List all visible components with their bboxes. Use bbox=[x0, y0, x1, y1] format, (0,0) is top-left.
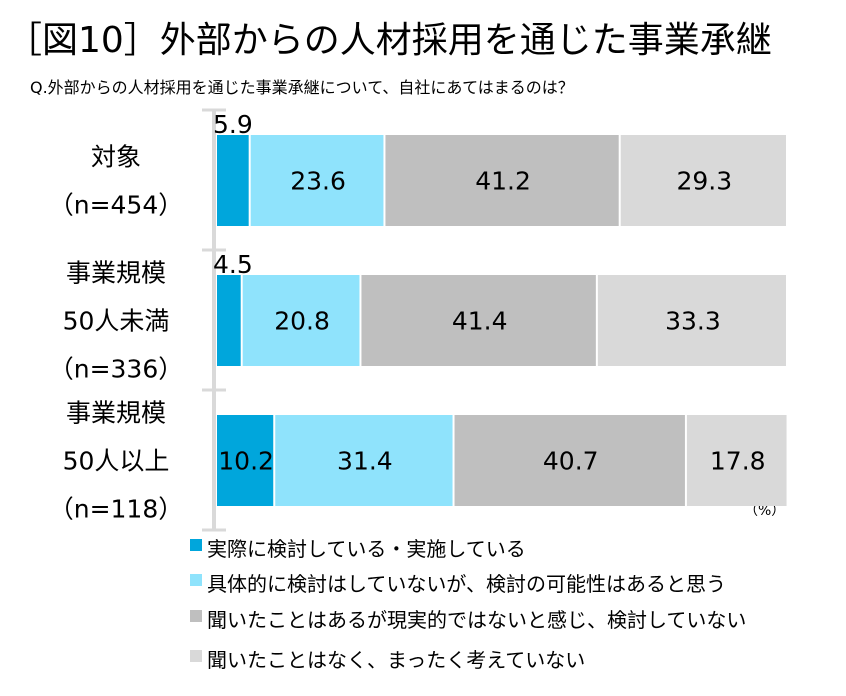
legend-label: 実際に検討している・実施している bbox=[207, 537, 526, 561]
data-label: 29.3 bbox=[677, 167, 733, 196]
bar-segment bbox=[275, 415, 453, 506]
data-label: 23.6 bbox=[290, 167, 346, 196]
data-label: 20.8 bbox=[274, 307, 330, 336]
legend-label: 具体的に検討はしていないが、検討の可能性はあると思う bbox=[207, 572, 726, 596]
data-label: 4.5 bbox=[213, 250, 253, 279]
bar-segment bbox=[217, 415, 274, 506]
bar-segment bbox=[361, 275, 596, 366]
bar-segment bbox=[454, 415, 685, 506]
bar-segment bbox=[385, 135, 619, 226]
category-label: 事業規模 bbox=[66, 399, 166, 428]
data-label: 17.8 bbox=[710, 447, 766, 476]
data-label: 33.3 bbox=[665, 307, 721, 336]
category-label: 50人未満 bbox=[63, 307, 170, 336]
unit-label: （%） bbox=[744, 503, 785, 519]
category-label: 50人以上 bbox=[63, 447, 170, 476]
bar-segment bbox=[250, 135, 384, 226]
legend-swatch bbox=[190, 650, 202, 662]
category-label: 対象 bbox=[91, 143, 141, 172]
data-label: 41.2 bbox=[475, 167, 531, 196]
bar-segment bbox=[686, 415, 787, 506]
legend-swatch bbox=[190, 539, 202, 551]
legend-swatch bbox=[190, 574, 202, 586]
data-label: 40.7 bbox=[543, 447, 599, 476]
bar-segment bbox=[242, 275, 360, 366]
data-label: 31.4 bbox=[337, 447, 393, 476]
chart-subtitle: Q.外部からの人材採用を通じた事業承継について、自社にあてはまるのは？ bbox=[30, 78, 574, 97]
legend-label: 聞いたことはあるが現実的ではないと感じ、検討していない bbox=[207, 608, 746, 632]
legend-label: 聞いたことはなく、まったく考えていない bbox=[207, 648, 585, 672]
data-label: 10.2 bbox=[218, 447, 274, 476]
data-label: 5.9 bbox=[213, 110, 253, 139]
category-label: 事業規模 bbox=[66, 259, 166, 288]
category-label: （n=336） bbox=[49, 355, 184, 384]
bar-segment bbox=[217, 135, 249, 226]
bar-segment bbox=[217, 275, 241, 366]
data-label: 41.4 bbox=[452, 307, 508, 336]
legend-swatch bbox=[190, 610, 202, 622]
bar-segment bbox=[597, 275, 786, 366]
category-label: （n=118） bbox=[49, 495, 184, 524]
category-label: （n=454） bbox=[49, 191, 184, 220]
bar-segment bbox=[620, 135, 786, 226]
chart-title: ［図10］外部からの人材採用を通じた事業承継 bbox=[6, 20, 772, 61]
